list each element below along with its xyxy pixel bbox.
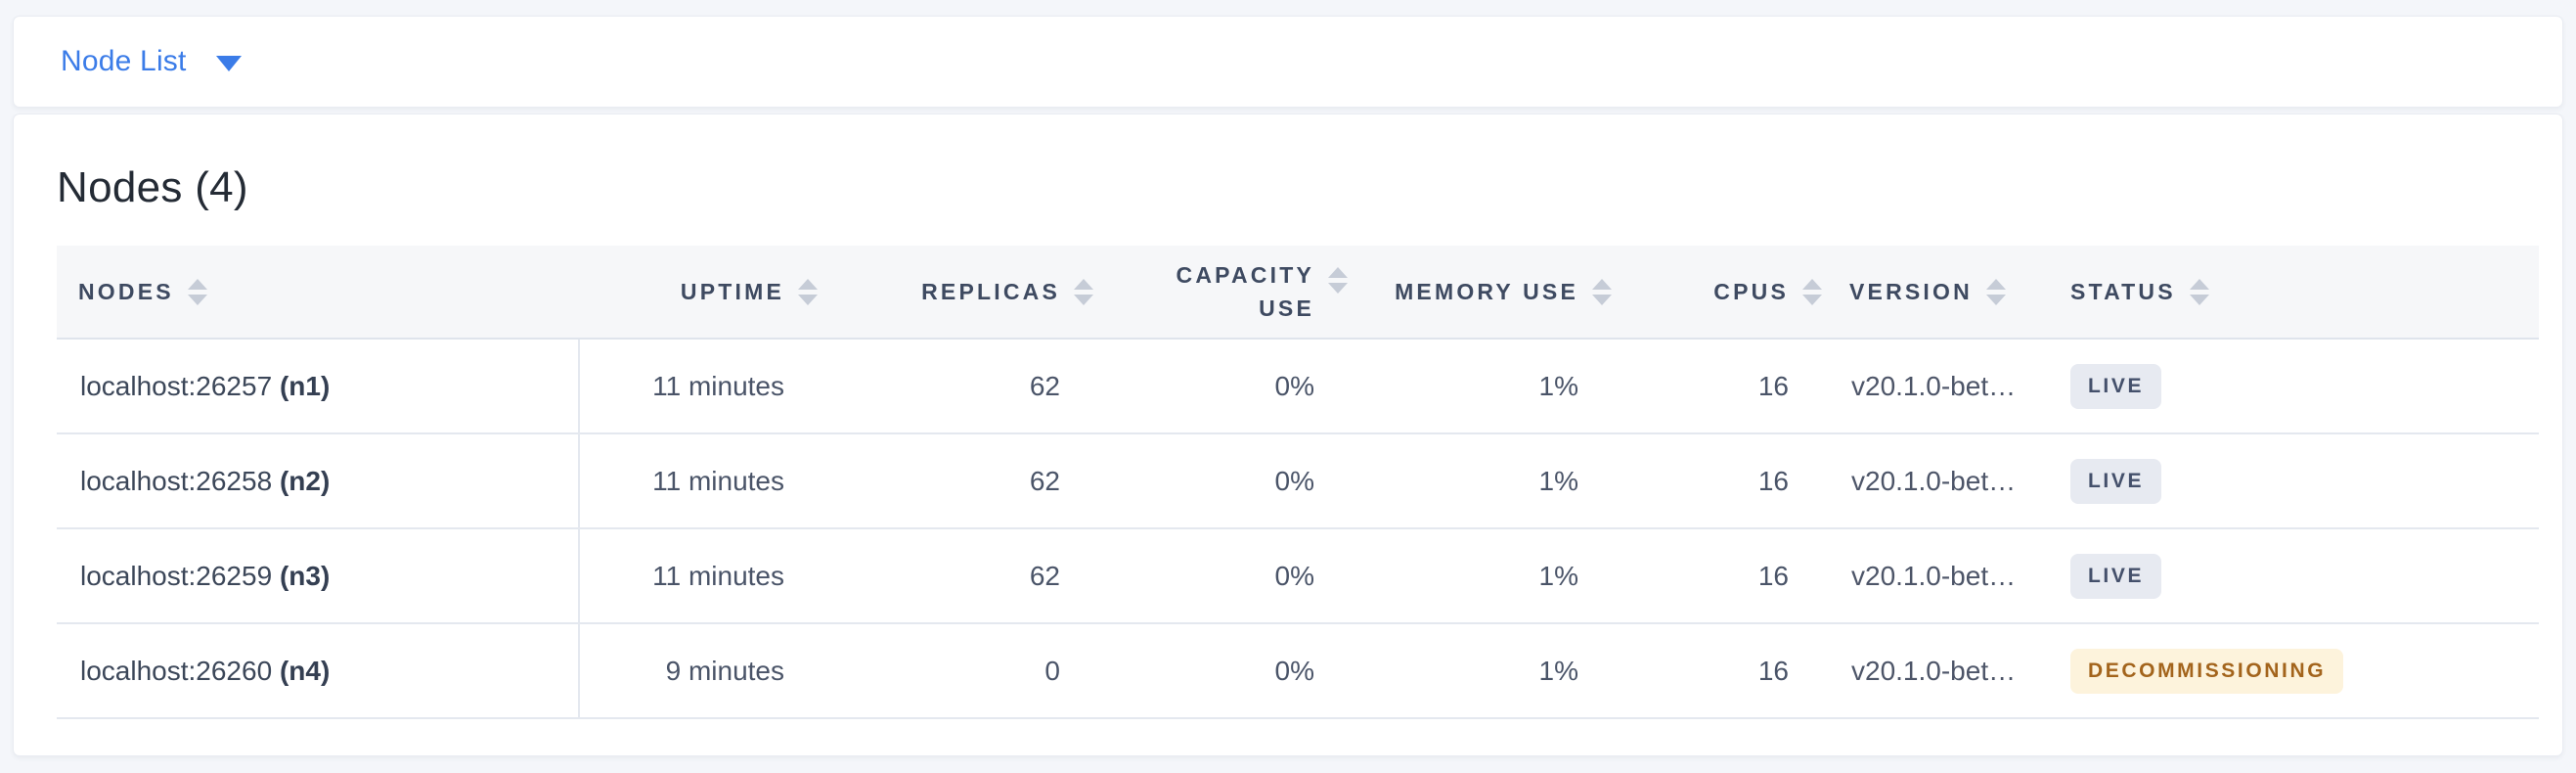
sort-icon[interactable] (798, 278, 818, 305)
uptime-cell: 9 minutes (579, 623, 823, 719)
node-address-cell: localhost:26260 (n4) (57, 623, 580, 719)
node-id: (n1) (279, 370, 331, 401)
column-header-uptime[interactable]: UPTIME (579, 246, 823, 340)
view-selector-bar: Node List (13, 16, 2563, 108)
version-cell: v20.1.0-bet… (1828, 433, 2049, 529)
table-row-n3[interactable]: localhost:26259 (n3) 11 minutes 62 0% 1%… (57, 528, 2539, 624)
column-header-version[interactable]: VERSION (1828, 246, 2049, 340)
cpus-cell: 16 (1618, 623, 1828, 719)
node-list-dropdown[interactable]: Node List (61, 45, 242, 78)
table-row-n4[interactable]: localhost:26260 (n4) 9 minutes 0 0% 1% 1… (57, 623, 2539, 719)
node-list-dropdown-label: Node List (61, 45, 187, 77)
table-row-n1[interactable]: localhost:26257 (n1) 11 minutes 62 0% 1%… (57, 339, 2539, 434)
column-header-nodes[interactable]: NODES (57, 246, 579, 340)
status-badge: LIVE (2070, 458, 2162, 504)
table-row-n2[interactable]: localhost:26258 (n2) 11 minutes 62 0% 1%… (57, 433, 2539, 529)
status-cell: LIVE (2049, 433, 2539, 529)
nodes-panel: Nodes (4) NODES UPTIME (13, 114, 2563, 756)
column-header-memory-use[interactable]: MEMORY USE (1354, 246, 1618, 340)
status-cell: DECOMMISSIONING (2049, 623, 2539, 719)
column-header-capacity-use[interactable]: CAPACITY USE (1099, 246, 1354, 340)
table-header: NODES UPTIME REPLICAS (57, 246, 2539, 340)
node-address-cell: localhost:26259 (n3) (57, 528, 580, 624)
nodes-table: NODES UPTIME REPLICAS (57, 246, 2539, 719)
sort-icon[interactable] (2189, 278, 2209, 305)
node-id: (n4) (279, 655, 331, 686)
status-badge: DECOMMISSIONING (2070, 648, 2344, 694)
memory-use-cell: 1% (1354, 623, 1618, 719)
replicas-cell: 0 (823, 623, 1099, 719)
page-title: Nodes (4) (57, 163, 248, 211)
cpus-cell: 16 (1618, 433, 1828, 529)
sort-icon[interactable] (1328, 266, 1348, 294)
cpus-cell: 16 (1618, 528, 1828, 624)
cpus-cell: 16 (1618, 339, 1828, 434)
column-header-status[interactable]: STATUS (2049, 246, 2539, 340)
page: Node List Nodes (4) NODES (13, 16, 2563, 756)
sort-icon[interactable] (1074, 278, 1093, 305)
status-badge: LIVE (2070, 363, 2162, 409)
column-header-replicas[interactable]: REPLICAS (823, 246, 1099, 340)
status-cell: LIVE (2049, 339, 2539, 434)
capacity-use-cell: 0% (1099, 623, 1354, 719)
replicas-cell: 62 (823, 528, 1099, 624)
column-header-cpus[interactable]: CPUS (1618, 246, 1828, 340)
uptime-cell: 11 minutes (579, 528, 823, 624)
version-cell: v20.1.0-bet… (1828, 528, 2049, 624)
sort-icon[interactable] (187, 278, 207, 305)
memory-use-cell: 1% (1354, 339, 1618, 434)
version-cell: v20.1.0-bet… (1828, 623, 2049, 719)
replicas-cell: 62 (823, 433, 1099, 529)
node-id: (n3) (279, 560, 331, 591)
node-address-cell: localhost:26257 (n1) (57, 339, 580, 434)
node-address-cell: localhost:26258 (n2) (57, 433, 580, 529)
uptime-cell: 11 minutes (579, 433, 823, 529)
capacity-use-cell: 0% (1099, 339, 1354, 434)
caret-down-icon (215, 55, 242, 71)
capacity-use-cell: 0% (1099, 433, 1354, 529)
status-badge: LIVE (2070, 553, 2162, 599)
sort-icon[interactable] (1802, 278, 1822, 305)
status-cell: LIVE (2049, 528, 2539, 624)
sort-icon[interactable] (1985, 278, 2006, 305)
replicas-cell: 62 (823, 339, 1099, 434)
capacity-use-cell: 0% (1099, 528, 1354, 624)
sort-icon[interactable] (1592, 278, 1612, 305)
version-cell: v20.1.0-bet… (1828, 339, 2049, 434)
memory-use-cell: 1% (1354, 433, 1618, 529)
uptime-cell: 11 minutes (579, 339, 823, 434)
node-id: (n2) (279, 465, 331, 496)
memory-use-cell: 1% (1354, 528, 1618, 624)
